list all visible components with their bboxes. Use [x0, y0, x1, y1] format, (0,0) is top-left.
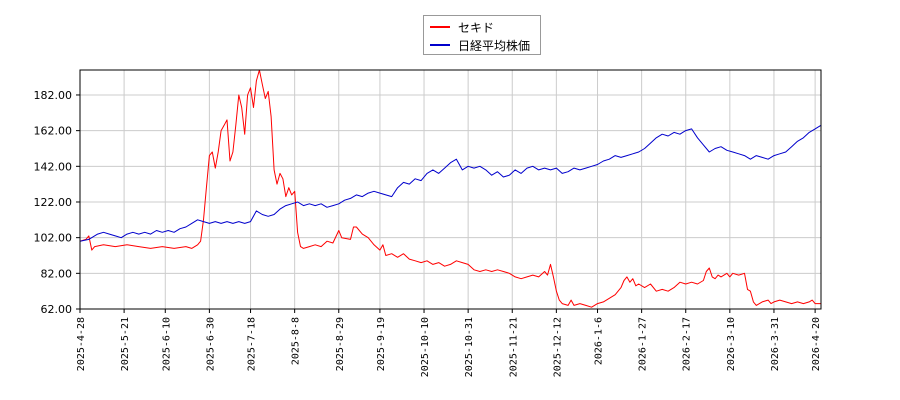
x-tick-label: 2026-2-17: [682, 317, 693, 371]
x-tick-label: 2025-8-8: [291, 317, 302, 365]
y-tick-label: 82.00: [41, 267, 73, 280]
series-lines: [79, 69, 822, 308]
x-tick-label: 2026-3-31: [770, 317, 781, 371]
x-axis-ticks: 2025-4-28 2025-5-21 2025-6-10 2025-6-30 2025…: [76, 309, 822, 377]
y-tick-label: 102.00: [34, 232, 73, 245]
x-tick-label: 2025-7-18: [247, 317, 258, 371]
y-tick-label: 122.00: [34, 196, 73, 209]
y-axis-ticks: 62.00 82.00 102.00 122.00 142.00 162.00 182.00: [34, 89, 80, 316]
legend-label-sekido: セキド: [458, 20, 495, 35]
legend-item-sekido: セキド: [430, 19, 494, 35]
legend-swatch-red: [430, 26, 450, 28]
x-tick-label: 2026-3-10: [726, 317, 737, 371]
x-tick-label: 2025-11-21: [508, 317, 519, 377]
y-tick-label: 142.00: [34, 160, 73, 173]
y-tick-label: 182.00: [34, 89, 73, 102]
legend: セキド 日経平均株価: [423, 15, 541, 55]
x-tick-label: 2025-10-31: [464, 317, 475, 377]
legend-swatch-blue: [430, 44, 450, 46]
x-tick-label: 2025-10-10: [420, 317, 431, 377]
x-tick-label: 2025-8-29: [335, 317, 346, 371]
x-tick-label: 2026-1-6: [594, 317, 605, 365]
y-tick-label: 162.00: [34, 125, 73, 138]
x-tick-label: 2025-6-10: [161, 317, 172, 371]
x-tick-label: 2025-12-12: [552, 317, 563, 377]
x-tick-label: 2026-4-20: [811, 317, 822, 371]
series-line-1: [79, 124, 822, 242]
x-tick-label: 2025-6-30: [205, 317, 216, 371]
legend-item-nikkei: 日経平均株価: [430, 37, 530, 53]
x-tick-label: 2025-9-19: [376, 317, 387, 371]
legend-label-nikkei: 日経平均株価: [458, 38, 531, 53]
x-tick-label: 2026-1-27: [638, 317, 649, 371]
plot-frame: [79, 69, 822, 310]
x-tick-label: 2025-4-28: [76, 317, 87, 371]
x-tick-label: 2025-5-21: [120, 317, 131, 371]
grid-lines: [79, 70, 821, 310]
series-line-0: [79, 69, 821, 308]
y-tick-label: 62.00: [41, 303, 73, 316]
